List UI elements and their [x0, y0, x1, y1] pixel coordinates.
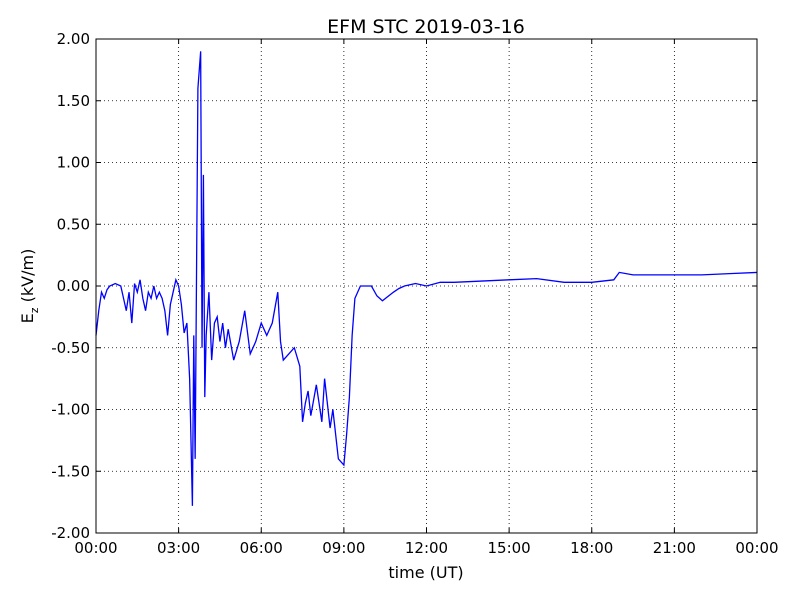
- y-tick-label: 2.00: [57, 30, 90, 48]
- y-tick-label: 1.00: [57, 154, 90, 172]
- y-axis-label: Ez (kV/m): [18, 249, 41, 324]
- plot-frame: [95, 38, 758, 534]
- x-tick-label: 00:00: [74, 539, 117, 557]
- chart-title: EFM STC 2019-03-16: [327, 16, 525, 38]
- y-tick-label: -2.00: [51, 524, 90, 542]
- x-axis-label: time (UT): [388, 563, 463, 582]
- x-tick-label: 09:00: [322, 539, 365, 557]
- y-tick-label: 1.50: [57, 92, 90, 110]
- y-tick-label: -1.50: [51, 462, 90, 480]
- x-tick-label: 06:00: [240, 539, 283, 557]
- x-tick-label: 21:00: [653, 539, 696, 557]
- x-tick-label: 12:00: [405, 539, 448, 557]
- x-tick-label: 18:00: [570, 539, 613, 557]
- y-tick-label: 0.00: [57, 277, 90, 295]
- x-tick-label: 00:00: [735, 539, 778, 557]
- x-tick-label: 15:00: [488, 539, 531, 557]
- y-tick-label: -1.00: [51, 401, 90, 419]
- x-tick-label: 03:00: [157, 539, 200, 557]
- y-tick-label: 0.50: [57, 215, 90, 233]
- y-label-symbol: E: [18, 313, 37, 323]
- y-label-unit: (kV/m): [18, 249, 37, 303]
- y-tick-label: -0.50: [51, 339, 90, 357]
- y-label-subscript: z: [28, 307, 41, 313]
- data-line: [95, 51, 758, 506]
